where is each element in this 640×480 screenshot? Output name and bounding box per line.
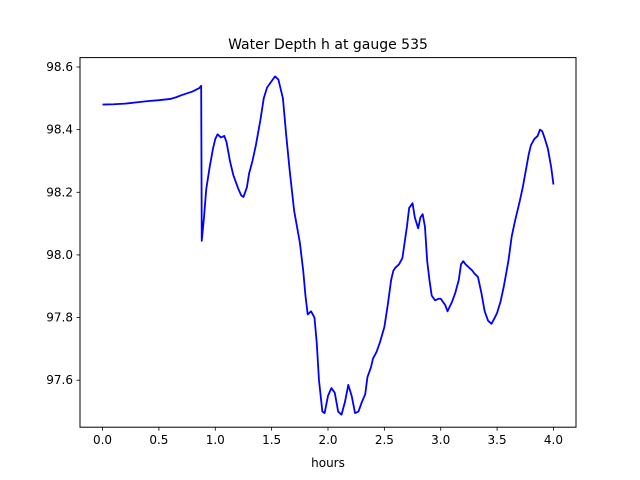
x-axis: 0.0 0.5 1.0 1.5 2.0 2.5 3.0 3.5 4.0 (93, 427, 563, 447)
plot-area (102, 75, 555, 416)
x-tick-label: 0.5 (149, 433, 168, 447)
y-tick-label: 98.2 (46, 185, 73, 199)
y-tick-label: 98.0 (46, 248, 73, 262)
y-tick-label: 98.6 (46, 60, 73, 74)
x-tick-label: 4.0 (544, 433, 563, 447)
y-tick-label: 98.4 (46, 123, 73, 137)
y-axis: 97.6 97.8 98.0 98.2 98.4 98.6 (46, 60, 80, 387)
series-line (102, 75, 555, 416)
x-tick-label: 1.0 (206, 433, 225, 447)
x-tick-label: 3.5 (488, 433, 507, 447)
x-tick-label: 3.0 (431, 433, 450, 447)
x-tick-label: 2.5 (375, 433, 394, 447)
chart-title: Water Depth h at gauge 535 (228, 37, 428, 53)
x-axis-title: hours (311, 456, 345, 470)
x-tick-label: 0.0 (93, 433, 112, 447)
x-tick-label: 1.5 (262, 433, 281, 447)
y-tick-label: 97.6 (46, 373, 73, 387)
x-tick-label: 2.0 (318, 433, 337, 447)
y-tick-label: 97.8 (46, 311, 73, 325)
